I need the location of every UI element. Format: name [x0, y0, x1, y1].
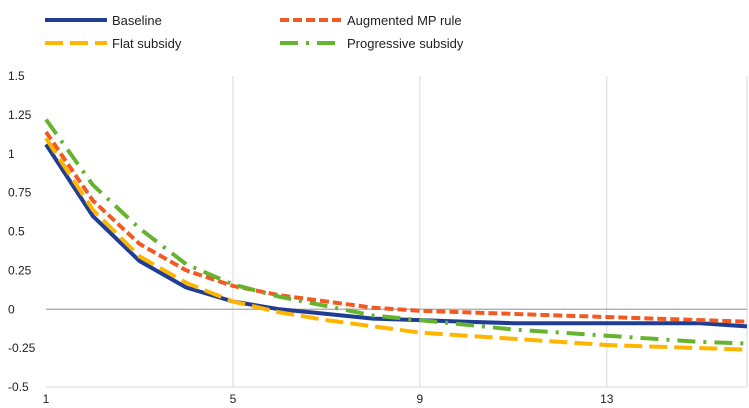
y-tick-label: 0.75	[8, 186, 32, 200]
legend-label: Baseline	[112, 13, 162, 28]
y-tick-label: 1.25	[8, 108, 32, 122]
x-tick-label: 9	[417, 392, 424, 406]
x-tick-label: 5	[230, 392, 237, 406]
y-tick-label: 1	[8, 147, 15, 161]
y-tick-label: 0.5	[8, 225, 25, 239]
y-tick-label: -0.25	[8, 341, 36, 355]
legend: Baseline Augmented MP rule Flat subsidy Pro…	[45, 13, 464, 51]
y-tick-label: 0	[8, 302, 15, 316]
gridlines	[232, 76, 748, 387]
legend-label: Augmented MP rule	[347, 13, 462, 28]
y-axis: 1.5 1.25 1 0.75 0.5 0.25 0 -0.25 -0.5	[8, 69, 36, 394]
series-line-2	[44, 137, 748, 352]
legend-label: Progressive subsidy	[347, 36, 464, 51]
y-tick-label: 1.5	[8, 69, 25, 83]
y-tick-label: 0.25	[8, 263, 32, 277]
series-line-3	[44, 118, 748, 346]
y-tick-label: -0.5	[8, 380, 29, 394]
x-axis: 1 5 9 13	[43, 386, 747, 406]
legend-label: Flat subsidy	[112, 36, 182, 51]
x-tick-label: 1	[43, 392, 50, 406]
series-lines	[44, 118, 748, 352]
series-line-1	[44, 130, 748, 324]
x-tick-label: 13	[600, 392, 614, 406]
